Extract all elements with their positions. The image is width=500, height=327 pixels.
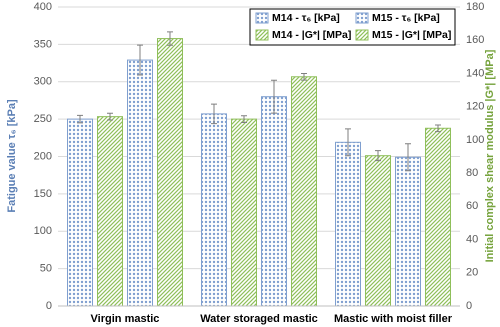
error-bar (271, 79, 277, 114)
y-tick-label: 0 (46, 300, 52, 312)
y-tick-label: 350 (34, 38, 52, 50)
bar (335, 141, 361, 307)
y2-tick-label: 20 (466, 267, 478, 279)
legend-label: M14 - |G*| [MPa] (272, 29, 351, 41)
error-bar (435, 124, 441, 133)
y2-tick-label: 180 (466, 1, 484, 13)
error-bar (137, 44, 143, 76)
bar (425, 127, 451, 307)
legend-label: M14 - τ₆ [kPa] (272, 12, 340, 24)
y-tick-label: 100 (34, 225, 52, 237)
y2-tick-label: 80 (466, 167, 478, 179)
legend: M14 - τ₆ [kPa] M15 - τ₆ [kPa] M14 - |G*| [… (249, 8, 456, 46)
bar (261, 96, 287, 307)
error-bar (77, 114, 83, 124)
legend-swatch (255, 12, 269, 24)
x-tick-label: Water storaged mastic (200, 313, 318, 325)
legend-swatch (355, 29, 369, 41)
error-bar (345, 128, 351, 157)
legend-swatch (255, 29, 269, 41)
y2-tick-label: 40 (466, 233, 478, 245)
y-tick-label: 300 (34, 76, 52, 88)
bar (157, 38, 183, 307)
y2-tick-label: 0 (466, 300, 472, 312)
x-tick-label: Mastic with moist filler (334, 313, 453, 325)
legend-box (249, 8, 456, 46)
bar (365, 155, 391, 307)
bar (67, 118, 93, 307)
error-bar (405, 143, 411, 172)
bar (395, 156, 421, 307)
y2-tick-label: 100 (466, 134, 484, 146)
legend-label: M15 - τ₆ [kPa] (372, 12, 440, 24)
y2-tick-label: 140 (466, 67, 484, 79)
error-bar (375, 150, 381, 162)
y2-tick-label: 120 (466, 101, 484, 113)
y-tick-label: 400 (34, 1, 52, 13)
bar (127, 59, 153, 307)
bar (97, 116, 123, 307)
y-tick-label: 250 (34, 113, 52, 125)
error-bar (241, 115, 247, 123)
y2-axis-title: Initial complex shear modulus |G*| [MPa] (484, 49, 496, 262)
y-tick-label: 50 (40, 263, 52, 275)
bar (291, 76, 317, 307)
legend-label: M15 - |G*| [MPa] (372, 29, 451, 41)
error-bar (167, 31, 173, 46)
x-tick-label: Virgin mastic (91, 313, 160, 325)
y2-tick-label: 160 (466, 34, 484, 46)
bar (231, 118, 257, 307)
legend-swatch (355, 12, 369, 24)
error-bar (301, 72, 307, 81)
y-tick-label: 200 (34, 150, 52, 162)
error-bar (211, 103, 217, 125)
y-axis-title: Fatigue value τ₆ [kPa] (6, 99, 18, 213)
error-bar (107, 112, 113, 121)
bar (201, 113, 227, 307)
y2-tick-label: 60 (466, 200, 478, 212)
y-tick-label: 150 (34, 188, 52, 200)
